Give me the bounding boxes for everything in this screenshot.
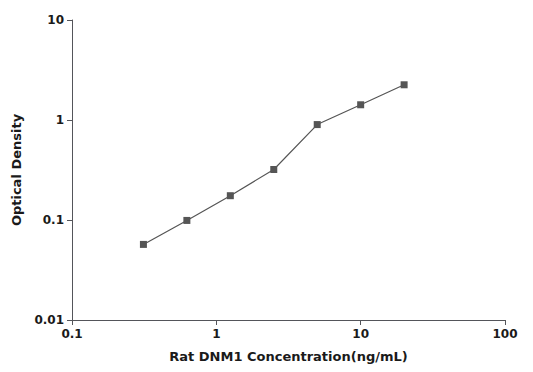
svg-text:Optical Density: Optical Density bbox=[9, 113, 24, 226]
svg-text:10: 10 bbox=[352, 327, 369, 341]
svg-text:1: 1 bbox=[212, 327, 220, 341]
svg-text:0.01: 0.01 bbox=[34, 313, 64, 327]
svg-text:Rat DNM1 Concentration(ng/mL): Rat DNM1 Concentration(ng/mL) bbox=[169, 349, 407, 364]
svg-text:100: 100 bbox=[492, 327, 517, 341]
svg-text:0.1: 0.1 bbox=[61, 327, 82, 341]
svg-text:0.1: 0.1 bbox=[43, 213, 64, 227]
svg-text:1: 1 bbox=[56, 113, 64, 127]
svg-text:10: 10 bbox=[47, 13, 64, 27]
